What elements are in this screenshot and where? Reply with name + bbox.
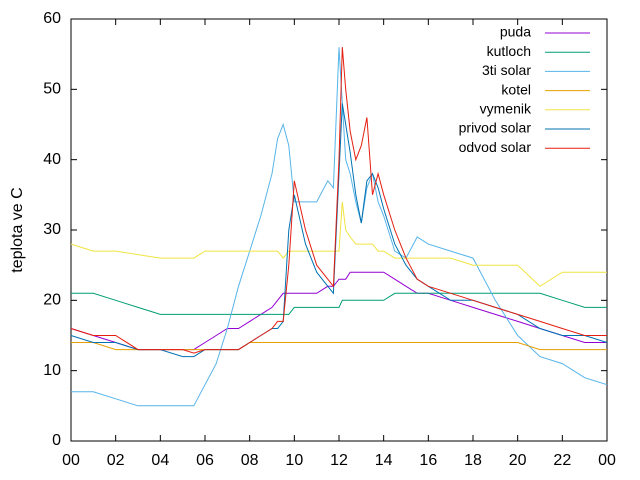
legend-label: privod solar <box>459 120 532 136</box>
x-tick-label: 10 <box>285 452 303 469</box>
y-tick-label: 40 <box>43 151 61 168</box>
x-tick-label: 12 <box>330 452 348 469</box>
legend-label: odvod solar <box>459 139 532 155</box>
series-line <box>71 47 608 407</box>
x-tick-label: 14 <box>375 452 393 469</box>
x-tick-label: 18 <box>464 452 482 469</box>
x-tick-label: 16 <box>419 452 437 469</box>
x-tick-label: 04 <box>151 452 169 469</box>
x-tick-label: 08 <box>241 452 259 469</box>
y-tick-label: 20 <box>43 292 61 309</box>
y-tick-label: 10 <box>43 362 61 379</box>
x-tick-label: 00 <box>598 452 616 469</box>
legend-label: vymenik <box>480 101 532 117</box>
series-line <box>70 271 607 351</box>
series-line <box>71 292 607 315</box>
x-tick-label: 06 <box>196 452 214 469</box>
legend-label: kotel <box>501 81 531 97</box>
x-tick-label: 02 <box>107 452 125 469</box>
legend-label: 3ti solar <box>482 62 531 78</box>
legend-label: puda <box>500 24 531 40</box>
y-axis-label: teplota ve C <box>9 187 26 272</box>
y-tick-label: 0 <box>52 432 61 449</box>
x-tick-label: 22 <box>553 452 571 469</box>
y-tick-label: 30 <box>43 221 61 238</box>
legend-label: kutloch <box>487 43 531 59</box>
y-tick-label: 60 <box>43 10 61 27</box>
x-tick-label: 20 <box>509 452 527 469</box>
series-line <box>70 47 607 354</box>
x-tick-label: 00 <box>62 452 80 469</box>
series-line <box>70 201 607 287</box>
y-tick-label: 50 <box>43 81 61 98</box>
